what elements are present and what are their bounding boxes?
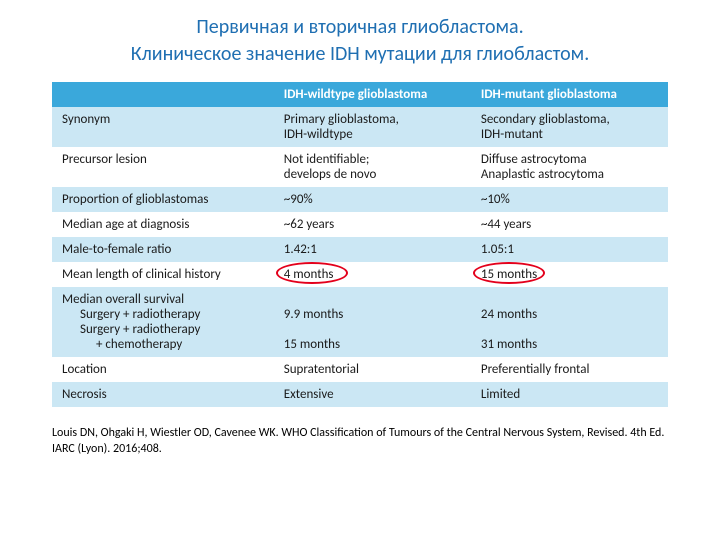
table-cell: Surgery + radiotherapy <box>52 307 274 322</box>
table-cell: Male-to-female ratio <box>52 237 274 262</box>
table-row: Median overall survival <box>52 287 668 307</box>
slide: Первичная и вторичная глиобластома. Клин… <box>0 0 720 540</box>
table-cell: 31 months <box>471 337 668 357</box>
table-cell: Surgery + radiotherapy <box>52 322 274 337</box>
table-header-cell: IDH-wildtype glioblastoma <box>274 82 471 107</box>
table-cell: ~44 years <box>471 212 668 237</box>
table-cell: 1.05:1 <box>471 237 668 262</box>
table-header-cell <box>52 82 274 107</box>
table-cell: 15 months <box>471 262 668 287</box>
table-cell <box>274 322 471 337</box>
title-line-1: Первичная и вторичная глиобластома. <box>52 14 668 41</box>
table-cell <box>471 287 668 307</box>
table-cell: Median overall survival <box>52 287 274 307</box>
highlight-circle <box>473 262 545 284</box>
table-cell: ~10% <box>471 187 668 212</box>
table-row: NecrosisExtensiveLimited <box>52 382 668 407</box>
table-cell: Not identifiable;develops de novo <box>274 147 471 187</box>
table-cell: Proportion of glioblastomas <box>52 187 274 212</box>
table-cell: Primary glioblastoma,IDH-wildtype <box>274 107 471 147</box>
table-cell: Mean length of clinical history <box>52 262 274 287</box>
table-cell: 15 months <box>274 337 471 357</box>
table-cell <box>471 322 668 337</box>
table-row: + chemotherapy15 months31 months <box>52 337 668 357</box>
table-row: Mean length of clinical history4 months1… <box>52 262 668 287</box>
table-row: SynonymPrimary glioblastoma,IDH-wildtype… <box>52 107 668 147</box>
table-row: Surgery + radiotherapy <box>52 322 668 337</box>
table-cell: ~90% <box>274 187 471 212</box>
title-line-2: Клиническое значение IDH мутации для гли… <box>52 41 668 68</box>
highlight-circle <box>276 262 348 284</box>
table-row: LocationSupratentorialPreferentially fro… <box>52 357 668 382</box>
table-cell <box>274 287 471 307</box>
slide-title: Первичная и вторичная глиобластома. Клин… <box>52 14 668 68</box>
table-cell: Necrosis <box>52 382 274 407</box>
table-cell: Precursor lesion <box>52 147 274 187</box>
table-cell: Secondary glioblastoma,IDH-mutant <box>471 107 668 147</box>
table-row: Male-to-female ratio1.42:11.05:1 <box>52 237 668 262</box>
table-cell: ~62 years <box>274 212 471 237</box>
comparison-table: IDH-wildtype glioblastomaIDH-mutant glio… <box>52 82 668 407</box>
table-header-cell: IDH-mutant glioblastoma <box>471 82 668 107</box>
table-row: Proportion of glioblastomas~90%~10% <box>52 187 668 212</box>
table-cell: Limited <box>471 382 668 407</box>
table-cell: 24 months <box>471 307 668 322</box>
citation: Louis DN, Ohgaki H, Wiestler OD, Cavenee… <box>52 425 668 457</box>
table-body: SynonymPrimary glioblastoma,IDH-wildtype… <box>52 107 668 407</box>
table-cell: Location <box>52 357 274 382</box>
table-row: Median age at diagnosis~62 years~44 year… <box>52 212 668 237</box>
table-cell: + chemotherapy <box>52 337 274 357</box>
table-cell: Diffuse astrocytomaAnaplastic astrocytom… <box>471 147 668 187</box>
table-row: Surgery + radiotherapy9.9 months24 month… <box>52 307 668 322</box>
table-cell: 1.42:1 <box>274 237 471 262</box>
table-cell: 9.9 months <box>274 307 471 322</box>
table-header-row: IDH-wildtype glioblastomaIDH-mutant glio… <box>52 82 668 107</box>
table-row: Precursor lesionNot identifiable;develop… <box>52 147 668 187</box>
table-cell: Extensive <box>274 382 471 407</box>
table-cell: Preferentially frontal <box>471 357 668 382</box>
table-cell: Supratentorial <box>274 357 471 382</box>
table-cell: 4 months <box>274 262 471 287</box>
table-cell: Median age at diagnosis <box>52 212 274 237</box>
table-cell: Synonym <box>52 107 274 147</box>
